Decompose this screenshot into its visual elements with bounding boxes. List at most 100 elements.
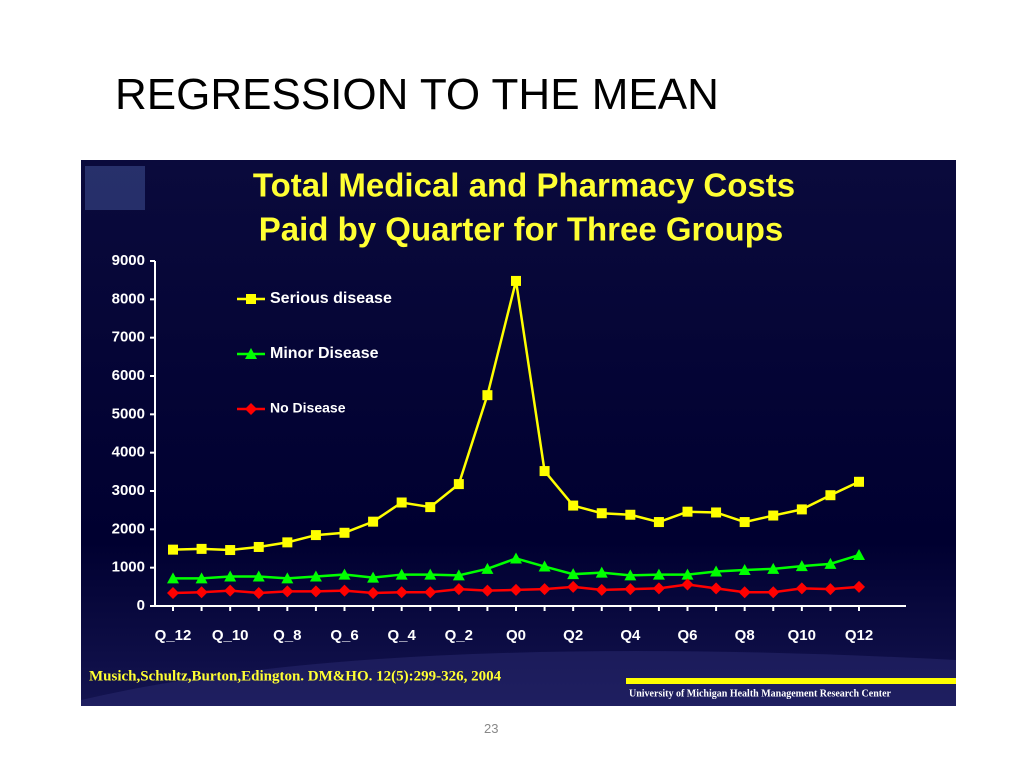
point — [739, 517, 750, 528]
x-tick-label: Q_10 — [212, 627, 249, 644]
point — [681, 568, 694, 580]
chart-background — [81, 160, 956, 706]
point — [539, 466, 550, 477]
point — [538, 560, 551, 572]
point — [224, 584, 237, 597]
point — [767, 586, 780, 599]
x-tick-label: Q_2 — [445, 627, 473, 644]
point — [681, 578, 694, 591]
y-tick-label: 4000 — [112, 444, 145, 461]
point — [853, 580, 865, 593]
x-tick-label: Q4 — [620, 627, 641, 644]
point — [795, 582, 808, 595]
point — [682, 506, 693, 517]
point — [195, 572, 208, 584]
y-tick-label: 6000 — [112, 367, 145, 384]
point — [282, 537, 293, 548]
point — [510, 583, 522, 596]
x-tick-label: Q6 — [677, 627, 697, 644]
page-number: 23 — [484, 721, 499, 736]
point — [568, 500, 579, 511]
x-tick-label: Q_4 — [387, 627, 416, 644]
point — [481, 584, 494, 597]
point — [281, 572, 294, 584]
point — [368, 516, 379, 527]
chart-title: Total Medical and Pharmacy Costs — [253, 167, 795, 204]
point — [310, 530, 321, 541]
x-tick-label: Q_8 — [273, 627, 301, 644]
point — [768, 510, 779, 521]
decor-swoosh — [81, 651, 956, 706]
point — [653, 517, 664, 528]
y-tick-label: 7000 — [112, 329, 145, 346]
point — [424, 568, 437, 580]
point — [796, 504, 807, 515]
point — [224, 570, 237, 582]
point — [453, 479, 464, 490]
point — [567, 580, 580, 593]
point — [738, 586, 751, 599]
point — [395, 586, 408, 599]
legend-label: Minor Disease — [270, 345, 379, 362]
point — [195, 586, 208, 599]
point — [481, 562, 494, 574]
point — [253, 541, 264, 552]
point — [225, 545, 236, 556]
point — [281, 585, 294, 598]
point — [396, 497, 407, 508]
point — [245, 348, 257, 359]
point — [596, 508, 607, 519]
point — [424, 586, 437, 599]
point — [538, 583, 551, 596]
point — [245, 403, 257, 415]
credit-bar — [626, 678, 956, 684]
point — [624, 583, 637, 596]
point — [482, 390, 493, 401]
point — [824, 583, 837, 596]
point — [567, 568, 580, 580]
source: Musich,Schultz,Burton,Edington. DM&HO. 1… — [89, 668, 502, 684]
point — [338, 584, 351, 597]
y-tick-label: 9000 — [112, 252, 145, 269]
x-tick-label: Q8 — [735, 627, 755, 644]
point — [824, 557, 837, 569]
point — [767, 562, 780, 574]
point — [825, 490, 836, 501]
point — [595, 566, 608, 578]
point — [309, 570, 322, 582]
point — [309, 585, 322, 598]
x-tick-label: Q_6 — [330, 627, 358, 644]
point — [395, 568, 408, 580]
point — [710, 565, 723, 577]
point — [711, 507, 722, 518]
point — [425, 502, 436, 513]
legend-label: No Disease — [270, 400, 346, 416]
x-tick-label: Q0 — [506, 627, 526, 644]
slide-title: REGRESSION TO THE MEAN — [115, 70, 719, 119]
legend-label: Serious disease — [270, 290, 392, 307]
point — [795, 560, 808, 572]
point — [252, 570, 265, 582]
point — [252, 586, 265, 599]
x-tick-label: Q12 — [845, 627, 873, 644]
logo-block — [85, 166, 145, 210]
x-tick-label: Q10 — [788, 627, 816, 644]
point — [853, 549, 865, 561]
point — [168, 544, 178, 555]
point — [246, 294, 256, 304]
point — [167, 572, 179, 584]
x-tick-label: Q_12 — [155, 627, 192, 644]
x-tick-label: Q2 — [563, 627, 583, 644]
y-tick-label: 2000 — [112, 520, 145, 537]
point — [624, 569, 637, 581]
chart: Total Medical and Pharmacy Costs Paid by… — [81, 160, 956, 706]
point — [510, 552, 522, 564]
credit: University of Michigan Health Management… — [629, 688, 892, 699]
point — [511, 275, 521, 286]
point — [452, 583, 465, 596]
point — [652, 582, 665, 595]
y-tick-label: 3000 — [112, 482, 145, 499]
point — [167, 586, 179, 599]
point — [854, 476, 864, 487]
